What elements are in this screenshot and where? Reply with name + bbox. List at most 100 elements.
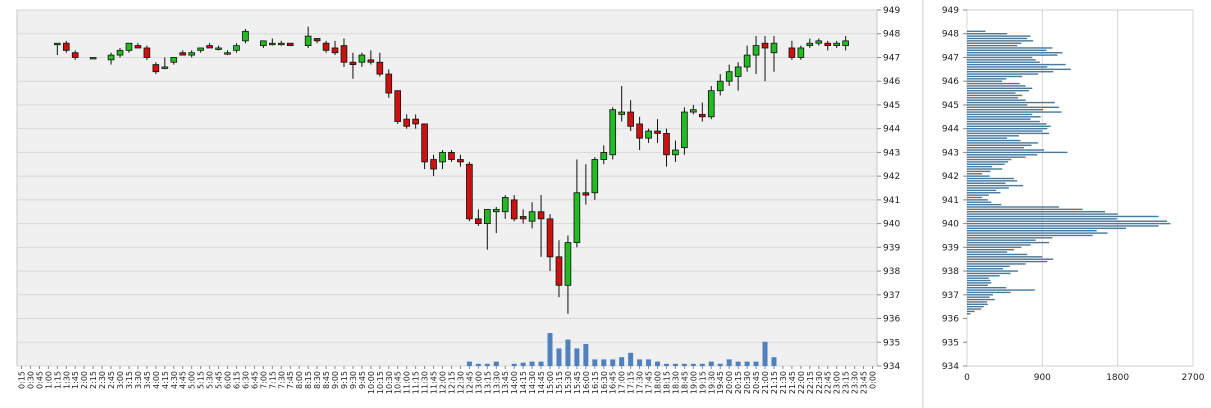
- time-tick-label: 7:00: [259, 371, 268, 389]
- profile-bar: [967, 192, 1001, 194]
- profile-bar: [967, 161, 1009, 163]
- candle-down: [824, 42, 832, 46]
- profile-price-tick-label: 945: [942, 101, 959, 111]
- time-tick-label: 10:30: [385, 371, 394, 394]
- volume-bar: [771, 357, 777, 366]
- candle-up: [54, 42, 61, 46]
- candle-up: [681, 111, 688, 149]
- profile-bar: [967, 199, 988, 201]
- volume-bars: [466, 333, 777, 366]
- profile-bar: [967, 120, 1040, 123]
- profile-bar: [967, 303, 988, 306]
- time-tick-label: 10:45: [394, 371, 403, 394]
- time-tick-label: 12:45: [465, 371, 474, 394]
- candle-down: [546, 218, 554, 258]
- candle-up: [528, 211, 536, 222]
- profile-bar: [967, 63, 1066, 66]
- profile-bar: [967, 54, 1058, 56]
- candle-up: [725, 71, 733, 82]
- price-tick-label: 942: [883, 172, 900, 182]
- profile-bar: [967, 78, 1007, 80]
- profile-bar: [967, 241, 1050, 244]
- time-tick-label: 6:15: [232, 371, 241, 389]
- time-tick-label: 22:00: [797, 371, 806, 394]
- profile-bar: [967, 33, 1008, 35]
- candle-down: [349, 61, 357, 65]
- profile-bar: [967, 108, 1044, 111]
- candle-down: [403, 118, 410, 127]
- time-tick-label: 12:30: [456, 371, 465, 394]
- price-tick-label: 949: [883, 6, 900, 16]
- profile-bar: [967, 206, 1060, 208]
- time-tick-label: 14:30: [528, 371, 537, 394]
- volume-bar: [663, 363, 669, 366]
- time-tick-label: 3:30: [134, 371, 143, 389]
- candle-up: [672, 149, 679, 156]
- profile-bar: [967, 291, 1011, 294]
- candle-down: [699, 114, 706, 118]
- profile-bar: [967, 139, 1021, 142]
- profile-bar: [967, 298, 995, 301]
- profile-bar: [967, 135, 1019, 137]
- time-tick-label: 16:45: [609, 371, 618, 394]
- profile-bar: [967, 265, 1010, 268]
- time-tick-label: 19:00: [689, 371, 698, 394]
- profile-bar: [967, 125, 1051, 128]
- profile-bar: [967, 44, 1018, 47]
- profile-bar: [967, 104, 1028, 106]
- time-tick-label: 18:15: [662, 371, 671, 394]
- candle-up: [797, 47, 805, 58]
- time-tick-label: 8:30: [313, 371, 322, 389]
- volume-bar: [699, 363, 705, 366]
- time-tick-label: 22:15: [806, 371, 815, 394]
- profile-bar: [967, 101, 1055, 104]
- profile-bar: [967, 175, 990, 177]
- time-tick-label: 19:15: [698, 371, 707, 394]
- candle-up: [573, 192, 581, 243]
- candle-up: [501, 197, 509, 213]
- candle-up: [242, 30, 249, 42]
- profile-bar: [967, 66, 1048, 68]
- candle-up: [89, 57, 97, 60]
- volume-bar: [726, 359, 732, 366]
- candle-down: [475, 218, 482, 224]
- time-tick-label: 0:45: [35, 371, 44, 389]
- time-tick-label: 17:00: [618, 371, 627, 394]
- volume-bar: [646, 359, 652, 366]
- profile-price-tick-label: 947: [942, 53, 959, 63]
- time-tick-label: 20:00: [725, 371, 734, 394]
- time-tick-label: 6:30: [241, 371, 250, 389]
- profile-bar: [967, 248, 1014, 251]
- time-tick-label: 22:30: [815, 371, 824, 394]
- profile-bar: [967, 151, 1068, 154]
- candle-down: [340, 45, 348, 63]
- time-tick-label: 0:00: [869, 371, 878, 389]
- profile-bar: [967, 286, 1007, 289]
- profile-bar: [967, 308, 982, 310]
- candle-up: [618, 111, 625, 115]
- time-tick-label: 13:30: [492, 371, 501, 394]
- candle-down: [537, 211, 545, 220]
- time-tick-label: 22:45: [824, 371, 833, 394]
- profile-bar: [967, 208, 1083, 211]
- candle-down: [519, 216, 527, 220]
- time-tick-label: 13:00: [474, 371, 483, 394]
- candle-down: [412, 118, 419, 125]
- candle-down: [466, 163, 473, 220]
- profile-bar: [967, 40, 1034, 42]
- candle-down: [71, 52, 79, 58]
- time-tick-label: 18:00: [654, 371, 663, 394]
- time-tick-label: 7:15: [268, 371, 277, 389]
- time-tick-label: 5:00: [188, 371, 197, 389]
- profile-bar: [967, 56, 1033, 59]
- volume-bar: [538, 361, 544, 366]
- candle-up: [591, 159, 599, 194]
- profile-bar: [967, 142, 1039, 144]
- time-tick-label: 15:00: [546, 371, 555, 394]
- time-tick-label: 12:15: [447, 371, 456, 394]
- volume-bar: [601, 359, 607, 366]
- profile-bar: [967, 251, 1008, 253]
- profile-bar: [967, 158, 1012, 161]
- volume-bar: [547, 333, 553, 366]
